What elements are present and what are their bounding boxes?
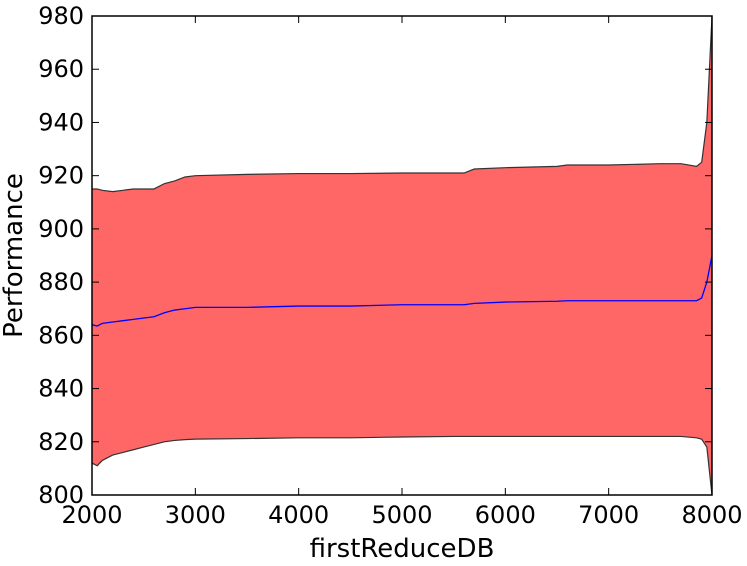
axis-ticks: 2000 3000 4000 5000 6000 7000 8000 800 820 840 860… (38, 2, 742, 529)
upper-bound-line (92, 15, 713, 193)
y-tick-label: 860 (38, 321, 84, 349)
plot-frame (91, 15, 713, 496)
y-tick-label: 920 (38, 162, 84, 190)
lower-bound-line (91, 435, 713, 496)
x-tick-label: 8000 (681, 501, 742, 529)
mean-line (91, 255, 713, 327)
y-tick-label: 960 (38, 55, 84, 83)
y-tick-label: 800 (38, 481, 84, 509)
x-tick-label: 7000 (578, 501, 639, 529)
plot-area (91, 15, 713, 496)
x-tick-label: 6000 (475, 501, 536, 529)
x-axis-label: firstReduceDB (310, 534, 495, 564)
y-tick-label: 840 (38, 375, 84, 403)
y-tick-label: 940 (38, 108, 84, 136)
x-tick-label: 4000 (268, 501, 329, 529)
y-tick-label: 820 (38, 428, 84, 456)
y-tick-label: 900 (38, 215, 84, 243)
y-tick-label: 980 (38, 2, 84, 30)
y-tick-label: 880 (38, 268, 84, 296)
x-tick-label: 3000 (165, 501, 226, 529)
x-tick-label: 5000 (371, 501, 432, 529)
confidence-band (92, 16, 712, 495)
y-axis-label: Performance (0, 173, 29, 338)
x-tick-label: 2000 (61, 501, 122, 529)
